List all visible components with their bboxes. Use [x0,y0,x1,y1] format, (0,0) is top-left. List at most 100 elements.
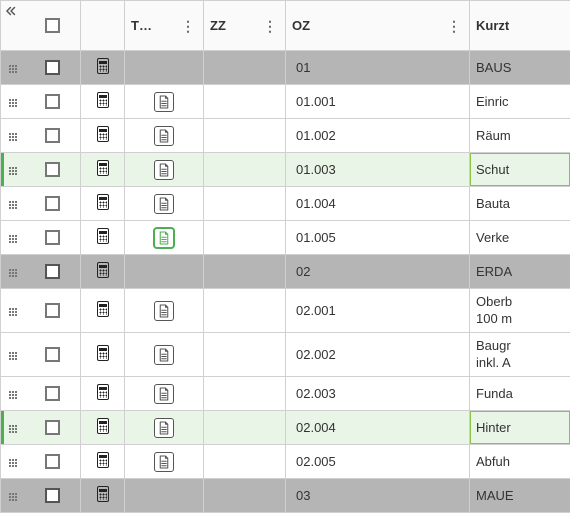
kurztext-cell: ERDA [470,255,570,288]
calculator-icon[interactable] [97,58,109,74]
calculator-icon[interactable] [97,228,109,244]
select-all-checkbox[interactable] [45,18,60,33]
kurztext-cell: Funda [470,377,570,410]
col-zz-header[interactable]: ZZ ⋮ [204,1,286,51]
document-icon[interactable] [154,92,174,112]
oz-cell: 01.002 [286,119,469,152]
table-row[interactable]: 02.004 Hinter [1,411,570,445]
col-t-header[interactable]: T… ⋮ [125,1,204,51]
document-icon[interactable] [154,345,174,365]
oz-cell: 02.001 [286,289,469,332]
drag-handle-icon[interactable] [9,391,17,399]
col-calc-header [81,1,125,51]
document-icon[interactable] [154,452,174,472]
document-icon[interactable] [154,126,174,146]
drag-handle-icon[interactable] [9,425,17,433]
col-t-menu-icon[interactable]: ⋮ [179,19,197,33]
table-row[interactable]: 01.003 Schut [1,153,570,187]
row-checkbox[interactable] [45,386,60,401]
drag-handle-icon[interactable] [9,65,17,73]
oz-cell: 01.004 [286,187,469,220]
calculator-icon[interactable] [97,452,109,468]
drag-handle-icon[interactable] [9,308,17,316]
row-checkbox[interactable] [45,264,60,279]
oz-cell: 01.001 [286,85,469,118]
row-checkbox[interactable] [45,454,60,469]
col-zz-menu-icon[interactable]: ⋮ [261,19,279,33]
col-zz-label: ZZ [210,18,226,33]
row-checkbox[interactable] [45,420,60,435]
row-checkbox[interactable] [45,488,60,503]
document-icon[interactable] [154,194,174,214]
document-icon[interactable] [154,384,174,404]
drag-handle-icon[interactable] [9,269,17,277]
drag-handle-icon[interactable] [9,235,17,243]
calculator-icon[interactable] [97,160,109,176]
oz-cell: 02.003 [286,377,469,410]
row-checkbox[interactable] [45,230,60,245]
table-row[interactable]: 01.002 Räum [1,119,570,153]
calculator-icon[interactable] [97,418,109,434]
table-section-row[interactable]: 03 MAUE [1,479,570,513]
kurztext-cell: Hinter [470,411,570,444]
drag-handle-icon[interactable] [9,493,17,501]
table-row[interactable]: 01.005 Verke [1,221,570,255]
table-section-row[interactable]: 02 ERDA [1,255,570,289]
drag-handle-icon[interactable] [9,352,17,360]
calculator-icon[interactable] [97,345,109,361]
row-checkbox[interactable] [45,94,60,109]
document-icon[interactable] [154,301,174,321]
kurztext-cell: Einric [470,85,570,118]
kurztext-cell: BAUS [470,51,570,84]
oz-cell: 01.005 [286,221,469,254]
document-icon[interactable] [154,418,174,438]
row-checkbox[interactable] [45,60,60,75]
drag-handle-icon[interactable] [9,201,17,209]
drag-handle-icon[interactable] [9,167,17,175]
panel-collapse-button[interactable] [2,2,20,20]
col-kurz-label: Kurzt [476,18,509,33]
calculator-icon[interactable] [97,486,109,502]
drag-handle-icon[interactable] [9,133,17,141]
oz-cell: 02.005 [286,445,469,478]
calculator-icon[interactable] [97,301,109,317]
calculator-icon[interactable] [97,92,109,108]
table-section-row[interactable]: 01 BAUS [1,51,570,85]
col-kurz-header[interactable]: Kurzt [470,1,570,51]
table-row[interactable]: 02.005 Abfuh [1,445,570,479]
oz-cell: 02.004 [286,411,469,444]
drag-handle-icon[interactable] [9,459,17,467]
row-checkbox[interactable] [45,303,60,318]
kurztext-cell: Oberb100 m [470,289,570,332]
kurztext-cell: Schut [470,153,570,186]
calculator-icon[interactable] [97,194,109,210]
table-row[interactable]: 02.003 Funda [1,377,570,411]
col-oz-menu-icon[interactable]: ⋮ [445,19,463,33]
table-row[interactable]: 01.001 Einric [1,85,570,119]
col-oz-header[interactable]: OZ ⋮ [286,1,470,51]
table-row[interactable]: 01.004 Bauta [1,187,570,221]
kurztext-cell: Bauta [470,187,570,220]
kurztext-cell: Räum [470,119,570,152]
document-icon[interactable] [154,228,174,248]
col-oz-label: OZ [292,18,310,33]
table-row[interactable]: 02.002 Baugrinkl. A [1,333,570,377]
calculator-icon[interactable] [97,384,109,400]
kurztext-cell: Verke [470,221,570,254]
row-checkbox[interactable] [45,347,60,362]
row-checkbox[interactable] [45,162,60,177]
col-t-label: T… [131,18,152,33]
kurztext-cell: Baugrinkl. A [470,333,570,376]
calculator-icon[interactable] [97,126,109,142]
table-row[interactable]: 02.001 Oberb100 m [1,289,570,333]
drag-handle-icon[interactable] [9,99,17,107]
oz-cell: 02.002 [286,333,469,376]
kurztext-cell: MAUE [470,479,570,512]
document-icon[interactable] [154,160,174,180]
row-checkbox[interactable] [45,128,60,143]
oz-cell: 02 [286,255,469,288]
row-checkbox[interactable] [45,196,60,211]
calculator-icon[interactable] [97,262,109,278]
oz-cell: 01.003 [286,153,469,186]
positions-table: T… ⋮ ZZ ⋮ OZ ⋮ [0,0,570,513]
